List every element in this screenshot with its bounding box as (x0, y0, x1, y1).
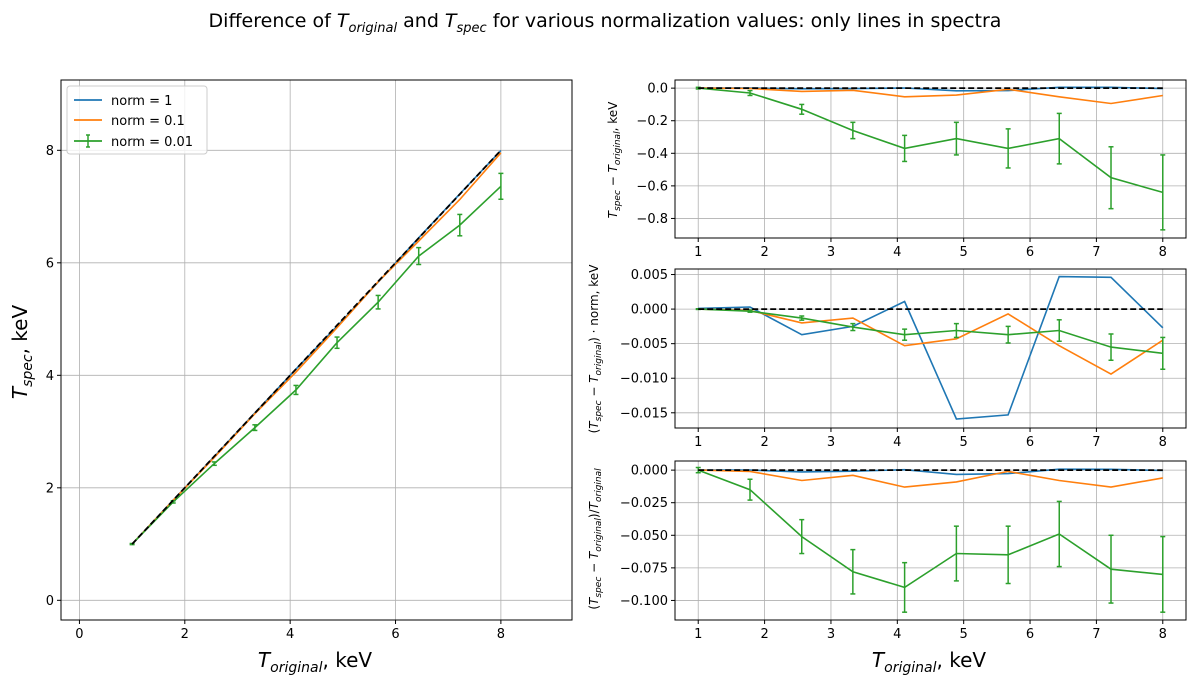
main-ytick-label: 4 (46, 369, 54, 384)
bottom-right-ytick-label: −0.100 (620, 594, 668, 609)
top-right-plot-area (695, 86, 1166, 231)
middle-right-ytick-label: 0.000 (631, 303, 668, 318)
middle-right-ylabel: (Tspec − Toriginal) · norm, keV (587, 264, 604, 434)
middle-right-series-line-norm-0-1 (698, 308, 1164, 376)
legend: norm = 1 norm = 0.1 norm = 0.01 (66, 85, 208, 155)
middle-right-ytick-label: −0.005 (620, 337, 668, 352)
middle-right-xtick-label: 3 (827, 435, 835, 450)
middle-right-ytick-label: −0.010 (620, 372, 668, 387)
top-right-ytick-label: 0.0 (647, 82, 668, 97)
bottom-right-ylabel: (Tspec − Toriginal)/Toriginal (587, 468, 604, 610)
bottom-right-ytick-label: −0.025 (620, 496, 668, 511)
bottom-right-xtick-label: 2 (760, 627, 768, 642)
bottom-right-xlabel: Toriginal, keV (872, 648, 986, 676)
main-axes-frame (60, 79, 573, 621)
top-right-xtick-label: 8 (1159, 245, 1167, 260)
middle-right-ytick-label: −0.015 (620, 406, 668, 421)
panel-middle-right: 1 2 3 4 5 6 7 8 0.005 0.000 −0.005 −0.010 −0.015 (620, 268, 1187, 450)
middle-right-xtick-label: 5 (960, 435, 968, 450)
middle-right-xtick-label: 8 (1159, 435, 1167, 450)
figure-suptitle: Difference of Toriginal and Tspec for va… (209, 10, 1002, 36)
middle-right-xtick-label: 7 (1092, 435, 1100, 450)
main-plot-area (129, 149, 504, 546)
main-xtick-label: 4 (286, 627, 294, 642)
main-xtick-label: 8 (497, 627, 505, 642)
top-right-xtick-label: 6 (1026, 245, 1034, 260)
bottom-right-ytick-label: 0.000 (631, 464, 668, 479)
main-xtick-label: 6 (391, 627, 399, 642)
middle-right-series-line-norm-0-01 (698, 308, 1163, 355)
top-right-xtick-label: 3 (827, 245, 835, 260)
main-ylabel: Tspec, keV (8, 305, 36, 400)
bottom-right-series-line-norm-0-1 (698, 469, 1163, 488)
legend-label-norm-1: norm = 1 (111, 94, 172, 109)
middle-right-plot-area (695, 275, 1166, 420)
middle-right-series-line-norm-1 (698, 275, 1164, 420)
middle-right-ytick-label: 0.005 (631, 268, 668, 283)
bottom-right-series-line-norm-0-01 (697, 469, 1163, 589)
legend-label-norm-0-1: norm = 0.1 (111, 114, 185, 129)
main-series-line-norm-0-1 (131, 152, 502, 545)
top-right-xtick-label: 7 (1092, 245, 1100, 260)
bottom-right-plot-area (695, 466, 1166, 613)
main-xtick-label: 2 (181, 627, 189, 642)
bottom-right-xtick-label: 5 (960, 627, 968, 642)
top-right-ytick-label: −0.6 (636, 179, 668, 194)
middle-right-xtick-label: 4 (893, 435, 901, 450)
main-series-line-reference (131, 149, 502, 545)
main-ytick-label: 2 (46, 481, 54, 496)
panel-main: 0 2 4 6 8 0 2 4 6 8 (46, 79, 573, 642)
bottom-right-ytick-label: −0.075 (620, 561, 668, 576)
main-xtick-label: 0 (75, 627, 83, 642)
middle-right-xtick-label: 2 (760, 435, 768, 450)
middle-right-axes-frame (674, 268, 1187, 429)
top-right-ylabel: Tspec − Toriginal, keV (606, 101, 623, 218)
top-right-ytick-label: −0.2 (636, 114, 668, 129)
middle-right-xtick-label: 1 (694, 435, 702, 450)
panel-top-right: 1 2 3 4 5 6 7 8 0.0 −0.2 −0.4 −0.6 −0.8 (636, 79, 1187, 260)
top-right-ytick-label: −0.4 (636, 147, 668, 162)
bottom-right-axes-frame (674, 460, 1187, 621)
top-right-series-line-norm-0-01 (698, 87, 1164, 194)
bottom-right-xtick-label: 1 (694, 627, 702, 642)
main-ytick-label: 0 (46, 594, 54, 609)
top-right-ytick-label: −0.8 (636, 212, 668, 227)
main-ytick-label: 8 (46, 144, 54, 159)
main-series-line-norm-0-01 (131, 185, 502, 545)
top-right-xtick-label: 5 (960, 245, 968, 260)
top-right-xtick-label: 4 (893, 245, 901, 260)
bottom-right-xtick-label: 7 (1092, 627, 1100, 642)
top-right-xtick-label: 1 (694, 245, 702, 260)
legend-box (66, 85, 208, 155)
panel-bottom-right: 1 2 3 4 5 6 7 8 0.000 −0.025 −0.050 −0.075 −0.100 (620, 460, 1187, 642)
top-right-axes-frame (674, 79, 1187, 239)
bottom-right-xtick-label: 8 (1159, 627, 1167, 642)
bottom-right-ytick-label: −0.050 (620, 529, 668, 544)
legend-label-norm-0-01: norm = 0.01 (111, 135, 193, 150)
bottom-right-xtick-label: 4 (893, 627, 901, 642)
top-right-series-line-norm-0-1 (698, 87, 1163, 105)
bottom-right-xtick-label: 3 (827, 627, 835, 642)
main-ytick-label: 6 (46, 256, 54, 271)
bottom-right-xtick-label: 6 (1026, 627, 1034, 642)
top-right-xtick-label: 2 (760, 245, 768, 260)
middle-right-xtick-label: 6 (1026, 435, 1034, 450)
main-xlabel: Toriginal, keV (258, 648, 372, 676)
